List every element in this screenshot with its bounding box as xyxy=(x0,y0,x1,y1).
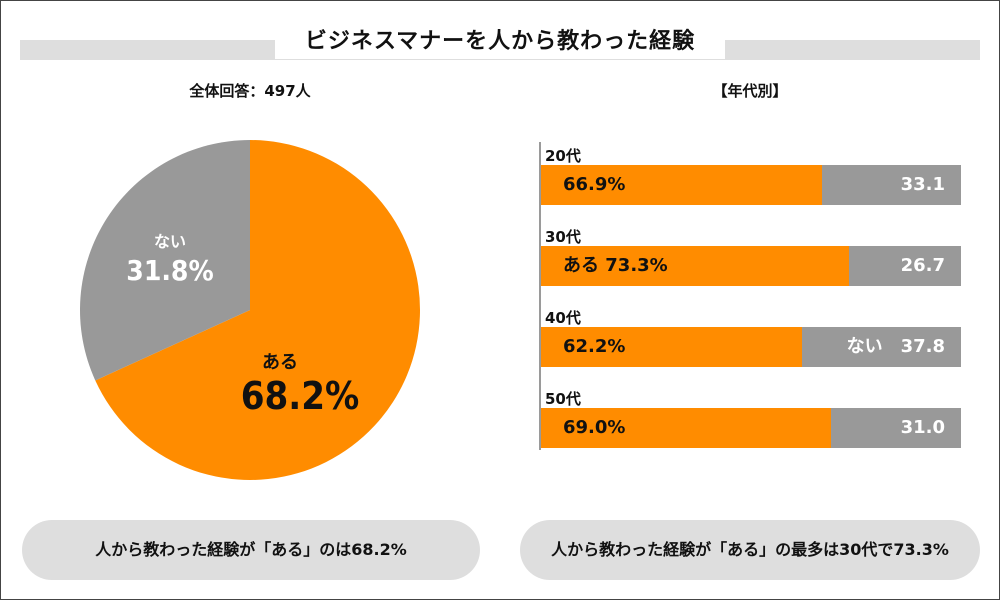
bar-label-aru-50: 69.0% xyxy=(563,417,626,438)
age-label-50: 50代 xyxy=(545,390,581,408)
bar-segment-nai-40 xyxy=(802,327,961,367)
bar-label-aru-20: 66.9% xyxy=(563,174,626,195)
bar-segment-aru-20 xyxy=(541,165,822,205)
bar-row-30: ある 73.3% 26.7 xyxy=(541,246,961,286)
bar-segment-aru-40 xyxy=(541,327,803,367)
pie-slice-nai xyxy=(79,140,250,381)
bar-segment-nai-20 xyxy=(821,165,961,205)
pie-label-nai: ない 31.8% xyxy=(120,228,220,287)
age-label-30: 30代 xyxy=(545,228,581,246)
age-label-20: 20代 xyxy=(545,147,581,165)
bar-label-aru-40: 62.2% xyxy=(563,336,626,357)
pie-label-aru-value: 68.2% xyxy=(240,374,360,418)
bar-segment-aru-50 xyxy=(541,408,831,448)
bar-subtitle: 【年代別】 xyxy=(712,82,788,100)
bar-row-50: 69.0% 31.0 xyxy=(541,408,961,448)
bar-segment-nai-50 xyxy=(830,408,961,448)
bar-axis-line xyxy=(539,142,541,450)
bar-label-nai-30: 26.7 xyxy=(900,255,945,276)
bar-label-nai-40: ない 37.8 xyxy=(846,336,945,357)
pie-label-aru: ある 68.2% xyxy=(220,348,380,418)
pie-label-aru-category: ある xyxy=(262,352,298,373)
age-label-40: 40代 xyxy=(545,309,581,327)
summary-right: 人から教わった経験が「ある」の最多は30代で73.3% xyxy=(520,520,980,580)
bar-label-nai-20: 33.1 xyxy=(900,174,945,195)
bar-row-40: 62.2% ない 37.8 xyxy=(541,327,961,367)
bar-segment-nai-30 xyxy=(848,246,961,286)
pie-label-nai-value: 31.8% xyxy=(126,254,214,287)
bar-label-nai-50: 31.0 xyxy=(900,417,945,438)
pie-slice-aru xyxy=(95,140,420,480)
pie-subtitle: 全体回答：497人 xyxy=(189,82,311,100)
chart-title: ビジネスマナーを人から教わった経験 xyxy=(275,25,725,59)
summary-left: 人から教わった経験が「ある」のは68.2% xyxy=(22,520,480,580)
bar-row-20: 66.9% 33.1 xyxy=(541,165,961,205)
bar-segment-aru-30 xyxy=(541,246,849,286)
bar-label-aru-30: ある 73.3% xyxy=(563,255,668,276)
pie-label-nai-category: ない xyxy=(153,232,186,251)
